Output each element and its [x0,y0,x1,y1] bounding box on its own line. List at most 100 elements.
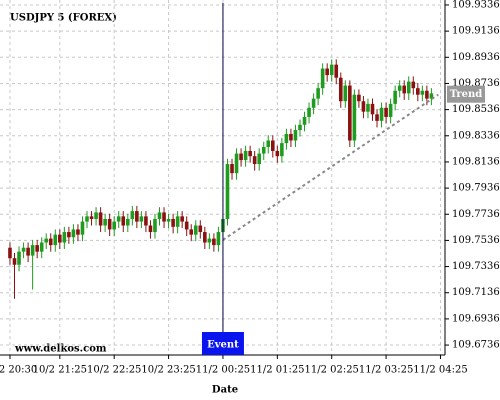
x-axis-label: Date [212,385,238,396]
candle-body [94,212,98,219]
candle-body [171,218,175,227]
candle-body [53,234,58,246]
candle-body [116,216,121,222]
candle-body [44,238,49,243]
candle-body [402,85,407,94]
candle-body [425,90,429,99]
candle-body [338,77,343,102]
event-label: Event [207,340,239,351]
candle-body [257,153,262,165]
candle-body [298,124,302,131]
candle-body [17,251,21,265]
candle-body [271,140,275,151]
candle-body [35,245,39,252]
trend-label: Trend [450,89,483,100]
candle-body [252,156,257,165]
candle-body [243,150,248,161]
x-tick-label: 11/2 02:25 [304,365,358,376]
candle-body [216,232,221,246]
trend-line [222,93,439,241]
candle-body [320,68,325,89]
candle-body [148,225,153,233]
candle-body [89,216,94,219]
candle-body [361,101,366,112]
x-tick-label: 10/2 21:25 [33,365,87,376]
candle-body [166,218,171,222]
y-tick-label: 109.8336 [452,130,500,141]
candle-body [26,247,30,256]
y-tick-label: 109.9336 [452,0,500,10]
x-tick-label: 11/2 03:25 [359,365,413,376]
candle-body [80,221,85,235]
candle-body [325,68,329,76]
candle-body [71,229,76,238]
candle-body [379,107,384,121]
y-tick-label: 109.7736 [452,209,500,220]
candle-body [107,218,112,230]
y-tick-label: 109.8536 [452,104,500,115]
y-tick-label: 109.7536 [452,235,500,246]
candle-body [397,85,402,91]
y-tick-label: 109.8936 [452,52,500,63]
candle-body [139,216,144,222]
candle-body [30,245,35,256]
candle-body [112,221,116,230]
candle-body [366,103,370,112]
y-tick-label: 109.6936 [452,313,500,324]
chart-title: USDJPY 5 (FOREX) [10,13,117,24]
y-tick-label: 109.7936 [452,183,500,194]
candle-body [280,143,284,157]
candle-body [293,130,298,141]
y-tick-label: 109.9136 [452,26,500,37]
candle-body [384,107,388,117]
candle-body [388,103,393,117]
candle-body [48,238,53,246]
event-label-box [201,332,244,355]
candle-body [375,114,379,121]
candle-body [76,229,80,235]
candle-body [198,225,203,233]
candle-body [58,234,62,243]
candle-body [12,258,17,265]
candle-body [121,216,126,226]
candle-body [144,216,148,226]
y-tick-label: 109.8136 [452,156,500,167]
candle-body [261,147,266,154]
candle-body [302,116,307,125]
candle-body [343,85,348,102]
candle-body [239,153,243,161]
candle-body [67,232,71,238]
candle-body [225,164,230,219]
x-tick-label: 11/2 00:25 [196,365,250,376]
x-tick-label: 11/2 04:25 [413,365,467,376]
candle-body [8,247,12,259]
candle-body [248,150,252,157]
candle-body [193,225,198,235]
x-tick-label: 10/2 23:25 [141,365,195,376]
candle-body [307,107,311,117]
candle-body [130,211,135,219]
candle-body [234,153,239,174]
candle-body [212,238,216,246]
y-tick-label: 109.6736 [452,340,500,351]
candle-body [348,85,352,141]
candle-body [125,218,130,226]
candle-body [103,218,107,226]
candle-body [98,212,103,226]
candle-body [275,150,280,157]
candle-body [289,133,293,141]
candle-body [420,90,425,95]
candle-body [406,81,411,94]
candle-body [207,238,212,243]
candle-body [184,221,189,230]
y-tick-label: 109.7136 [452,287,500,298]
trend-label-box [447,85,485,103]
candle-body [352,94,357,141]
candle-body [230,164,234,174]
candle-body [416,88,420,95]
candle-body [175,216,180,227]
candle-body [316,88,320,99]
candle-body [62,232,67,243]
candle-body [157,212,162,219]
